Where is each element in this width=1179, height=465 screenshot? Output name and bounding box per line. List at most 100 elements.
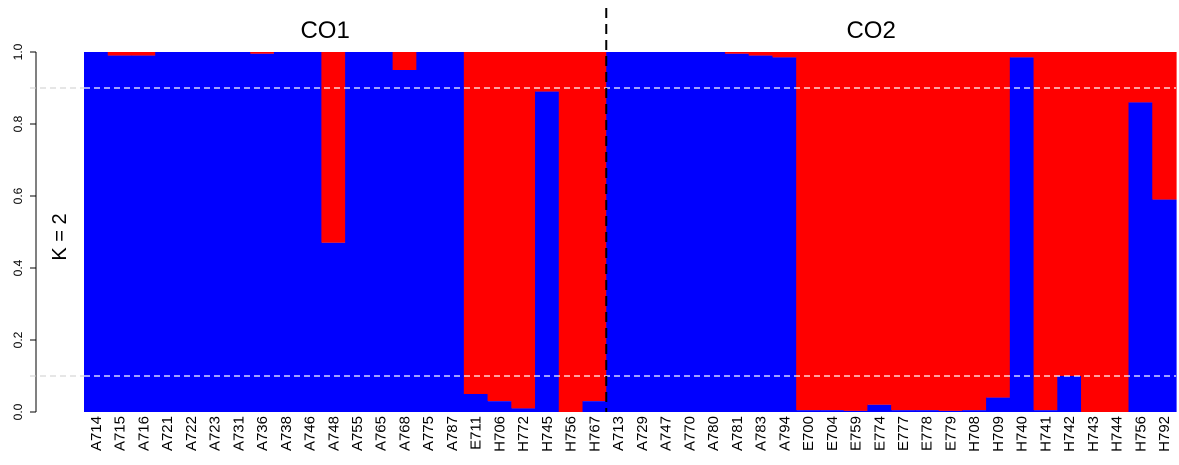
x-tick-label: A770	[681, 416, 698, 451]
bar-cluster1	[1152, 199, 1177, 412]
bar-cluster2	[321, 52, 346, 243]
bar-cluster2	[772, 52, 797, 58]
x-tick-label: E759	[848, 416, 865, 451]
bar-cluster2	[1033, 52, 1058, 411]
bar-cluster1	[701, 52, 726, 412]
x-tick-label: A781	[729, 416, 746, 451]
bar-cluster1	[843, 410, 868, 412]
bar-cluster1	[867, 404, 892, 412]
bar-cluster1	[606, 52, 631, 412]
bar-cluster1	[297, 52, 322, 412]
bar-cluster2	[582, 52, 607, 402]
x-tick-label: A794	[776, 416, 793, 451]
bar-cluster2	[250, 52, 275, 54]
bar-cluster1	[914, 410, 940, 412]
bar-cluster2	[1104, 52, 1130, 412]
y-axis-label: K = 2	[49, 213, 71, 260]
x-tick-label: E779	[942, 416, 959, 451]
bar-cluster1	[368, 52, 394, 412]
group-label: CO1	[300, 17, 349, 44]
bar-cluster2	[914, 52, 940, 411]
bar-cluster2	[1152, 52, 1177, 200]
x-tick-label: E700	[800, 416, 817, 451]
bar-cluster1	[962, 410, 987, 412]
bar-cluster2	[511, 52, 536, 409]
bar-cluster1	[1057, 376, 1082, 412]
bar-cluster1	[440, 52, 465, 412]
x-tick-label: H756	[1132, 416, 1149, 452]
x-tick-label: A721	[159, 416, 176, 451]
bar-cluster2	[962, 52, 987, 411]
bar-cluster1	[748, 55, 774, 412]
bar-cluster1	[84, 52, 109, 412]
bar-cluster2	[1009, 52, 1035, 58]
bar-cluster2	[724, 52, 750, 54]
bar-cluster1	[677, 52, 702, 412]
bar-cluster1	[772, 57, 797, 413]
bar-cluster2	[986, 52, 1011, 398]
bar-cluster1	[392, 70, 417, 412]
x-tick-label: A714	[88, 416, 105, 451]
x-tick-label: E778	[919, 416, 936, 451]
bar-cluster1	[724, 53, 750, 413]
x-tick-label: A746	[302, 416, 319, 451]
bar-cluster2	[1081, 52, 1106, 412]
bar-cluster2	[463, 52, 489, 394]
x-tick-label: H772	[515, 416, 532, 452]
x-tick-label: A748	[325, 416, 342, 451]
x-tick-label: A747	[658, 416, 675, 451]
x-tick-label: H767	[586, 416, 603, 452]
bar-cluster1	[986, 397, 1011, 412]
y-axis: 0.0 0.2 0.4 0.6 0.8 1.0	[11, 43, 37, 420]
x-tick-label: A738	[278, 416, 295, 451]
bar-cluster2	[1128, 52, 1153, 103]
x-tick-label: E704	[824, 416, 841, 451]
y-tick-label: 0.6	[11, 187, 25, 204]
bar-cluster2	[558, 52, 584, 412]
x-tick-label: E711	[468, 416, 485, 450]
bars	[84, 52, 1177, 413]
x-tick-label: H708	[966, 416, 983, 452]
x-tick-label: A716	[135, 416, 152, 451]
x-tick-label: A765	[373, 416, 390, 451]
bar-cluster1	[202, 52, 228, 412]
bar-cluster1	[653, 52, 679, 412]
reference-lines	[30, 87, 1176, 377]
bar-cluster2	[487, 52, 512, 402]
x-tick-label: E774	[871, 416, 888, 451]
x-tick-label: A715	[112, 416, 129, 451]
bar-cluster1	[1033, 410, 1058, 412]
x-tick-label: H741	[1037, 416, 1054, 452]
x-tick-label: A731	[230, 416, 247, 451]
x-tick-label: H792	[1156, 416, 1173, 452]
bar-cluster1	[535, 91, 560, 412]
bar-cluster1	[630, 52, 655, 412]
x-tick-label: H743	[1085, 416, 1102, 452]
x-tick-label: A768	[396, 416, 413, 451]
bar-cluster1	[891, 410, 916, 412]
bar-cluster1	[226, 52, 251, 412]
bar-cluster2	[843, 52, 868, 411]
x-tick-label: A775	[420, 416, 437, 451]
x-tick-label: A787	[444, 416, 461, 451]
bar-cluster1	[582, 401, 607, 412]
bar-cluster1	[131, 55, 156, 412]
bar-cluster2	[819, 52, 845, 411]
bar-cluster2	[535, 52, 560, 92]
bar-cluster1	[416, 52, 441, 412]
x-tick-label: H742	[1061, 416, 1078, 452]
bar-cluster1	[1009, 57, 1035, 413]
x-tick-label: H756	[563, 416, 580, 452]
y-tick-label: 0.2	[11, 331, 25, 348]
x-tick-label: A723	[207, 416, 224, 451]
y-tick-label: 1.0	[11, 43, 25, 60]
bar-cluster2	[867, 52, 892, 405]
bar-cluster1	[819, 410, 845, 412]
group-labels: CO1 CO2	[300, 8, 896, 412]
y-tick-label: 0.8	[11, 115, 25, 132]
bar-cluster1	[155, 52, 180, 412]
y-tick-label: 0.4	[11, 259, 25, 276]
x-tick-label: H745	[539, 416, 556, 452]
x-tick-label: A722	[183, 416, 200, 451]
